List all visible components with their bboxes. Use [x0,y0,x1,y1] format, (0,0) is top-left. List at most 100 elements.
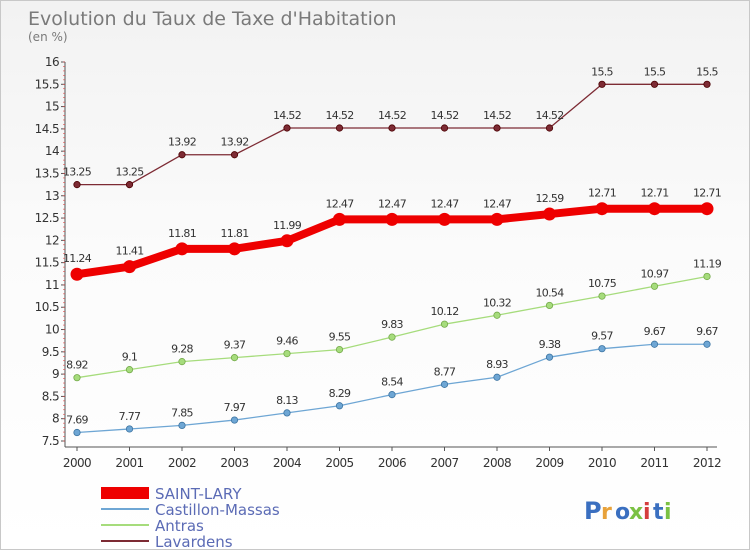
y-tick-label: 14.5 [35,122,59,136]
data-point [178,421,186,429]
data-label: 12.47 [431,197,460,210]
data-label: 11.81 [168,227,196,240]
x-tick-label: 2009 [535,456,563,470]
y-tick-label: 15 [45,100,59,114]
data-label: 9.83 [381,318,403,331]
data-point [335,124,344,132]
data-point [493,124,501,132]
data-label: 8.13 [276,394,298,407]
chart-title: Evolution du Taux de Taxe d'Habitation [28,8,397,30]
legend-label: SAINT-LARY [155,485,242,503]
data-point [493,311,501,319]
data-label: 7.69 [66,414,88,427]
logo-letter: t [653,500,664,525]
data-label: 10.75 [588,277,617,290]
data-label: 9.37 [224,339,246,352]
data-point [388,333,396,341]
y-tick-label: 8.5 [42,389,59,403]
data-label: 12.59 [536,192,565,205]
data-point [333,212,346,226]
data-point [703,340,711,348]
y-tick-label: 8 [52,412,59,426]
data-point [648,202,661,216]
data-label: 11.41 [116,245,144,258]
x-tick-label: 2001 [115,456,143,470]
data-label: 10.32 [483,296,511,309]
x-tick-label: 2010 [588,456,616,470]
x-tick-label: 2007 [430,456,458,470]
logo-letter: o [615,500,630,525]
series-saint-lary: 11.24 11.41 11.81 11.81 11.99 12.47 12.47 12.47… [63,187,722,281]
data-label: 7.77 [119,410,141,423]
y-tick-label: 15.5 [35,77,59,91]
chart-subtitle: (en %) [28,30,68,44]
data-point [123,260,136,274]
data-label: 10.12 [431,305,459,318]
y-tick-label: 12.5 [35,211,59,225]
data-point [283,124,291,132]
data-point [283,350,291,358]
data-label: 11.81 [221,227,249,240]
data-label: 15.5 [696,65,718,78]
x-tick-label: 2003 [220,456,248,470]
data-point [125,181,134,189]
y-tick-label: 14 [45,144,59,158]
data-label: 13.92 [168,136,196,149]
data-label: 12.47 [378,197,407,210]
data-point [703,80,711,88]
data-point [228,242,241,256]
data-label: 14.52 [378,109,406,122]
y-tick-label: 11 [45,278,59,292]
series-antras: 8.92 9.1 9.28 9.37 9.46 9.55 9.83 10.12 10.32 10.… [66,257,722,382]
data-point [230,354,239,362]
data-point [700,202,714,216]
data-point [650,282,659,290]
legend: SAINT-LARYCastillon-MassasAntrasLavarden… [101,485,280,551]
data-point [545,301,554,310]
data-label: 9.38 [539,338,561,351]
data-point [125,366,134,374]
x-tick-label: 2005 [325,456,353,470]
x-tick-label: 2008 [483,456,511,470]
data-point [598,80,606,88]
data-point [125,425,134,433]
y-tick-label: 7.5 [42,434,59,448]
y-tick-label: 13 [45,189,59,203]
data-label: 15.5 [591,65,613,78]
data-label: 12.71 [588,187,616,200]
y-tick-label: 11.5 [35,256,59,270]
data-label: 12.71 [641,187,669,200]
y-tick-label: 12 [45,233,59,247]
data-point [703,272,711,281]
data-label: 9.67 [644,325,666,338]
data-point [283,409,291,417]
data-label: 8.92 [66,359,88,372]
data-label: 9.46 [276,335,298,348]
data-label: 14.52 [326,109,354,122]
data-label: 8.29 [329,387,351,400]
data-point [73,181,81,189]
data-point [388,391,396,399]
data-label: 8.54 [381,376,403,389]
y-tick-label: 9 [52,367,59,381]
data-label: 11.19 [693,257,722,270]
logo-letter: P [584,497,602,525]
data-point [545,124,554,132]
data-label: 10.54 [536,286,565,299]
data-point [598,292,606,300]
data-point [545,353,554,361]
data-point [650,340,659,348]
data-label: 8.77 [434,365,456,378]
x-tick-label: 2000 [63,456,91,470]
y-tick-label: 16 [45,55,59,69]
data-label: 13.25 [116,166,145,179]
data-point [440,380,449,388]
data-point [598,345,606,353]
legend-label: Lavardens [155,533,233,551]
data-label: 7.85 [171,406,193,419]
data-point [70,267,84,281]
data-point [73,374,81,382]
